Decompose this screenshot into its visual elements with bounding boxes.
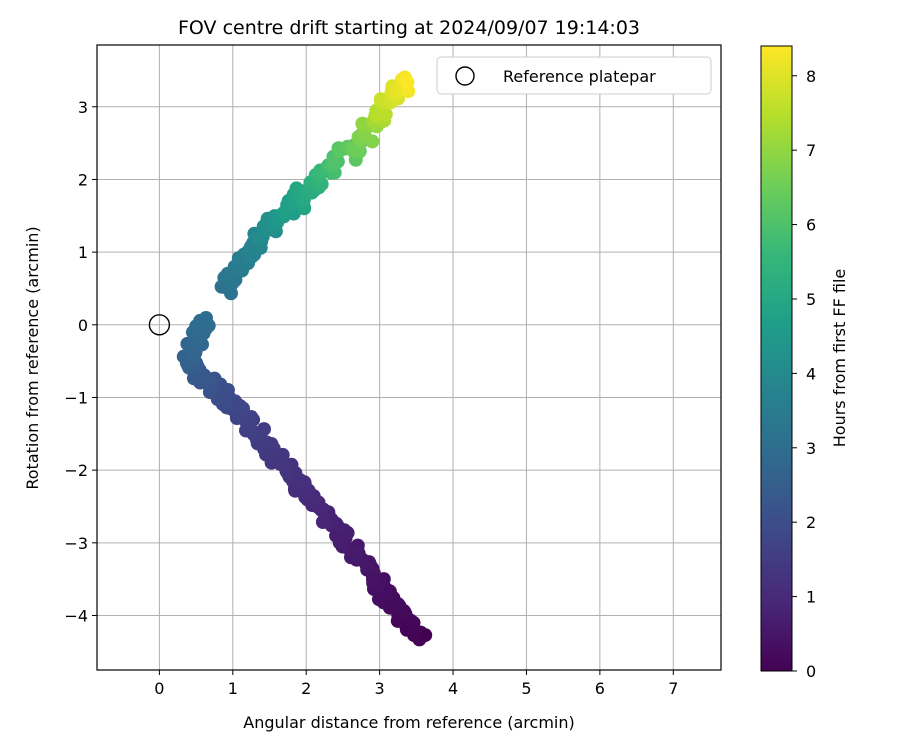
x-axis-label: Angular distance from reference (arcmin): [243, 713, 574, 732]
y-tick-label: 1: [78, 243, 88, 262]
x-tick-label: 0: [154, 679, 164, 698]
legend-label: Reference platepar: [503, 67, 656, 86]
data-point: [277, 205, 292, 220]
colorbar-tick-label: 1: [806, 588, 816, 607]
colorbar-tick-label: 2: [806, 513, 816, 532]
x-tick-label: 6: [595, 679, 605, 698]
chart-title: FOV centre drift starting at 2024/09/07 …: [178, 17, 640, 39]
colorbar-tick-label: 7: [806, 141, 816, 160]
x-tick-label: 2: [301, 679, 311, 698]
y-tick-label: −1: [64, 388, 88, 407]
data-point: [185, 325, 200, 340]
y-tick-label: 0: [78, 316, 88, 335]
colorbar-tick-label: 5: [806, 290, 816, 309]
y-tick-label: 2: [78, 170, 88, 189]
data-point: [360, 557, 375, 572]
grid-lines: [97, 45, 721, 670]
x-tick-label: 3: [375, 679, 385, 698]
reference-marker: [148, 314, 171, 336]
x-tick-label: 4: [448, 679, 458, 698]
data-point: [199, 311, 213, 325]
colorbar-tick-label: 8: [806, 67, 816, 86]
plot-frame: [96, 44, 722, 671]
data-point: [297, 476, 312, 491]
data-point: [340, 525, 355, 540]
colorbar-tick-label: 4: [806, 364, 816, 383]
colorbar-tick-label: 3: [806, 439, 816, 458]
x-tick-label: 7: [668, 679, 678, 698]
data-points: [176, 70, 433, 647]
data-point: [378, 107, 393, 122]
data-point: [349, 547, 364, 562]
x-tick-label: 5: [521, 679, 531, 698]
colorbar-label: Hours from first FF file: [830, 269, 849, 448]
colorbar: 0 1 2 3 4 5 6 7 8: [760, 45, 816, 681]
data-point: [400, 75, 415, 90]
y-tick-label: −2: [64, 461, 88, 480]
y-tick-label: 3: [78, 98, 88, 117]
x-tick-label: 1: [228, 679, 238, 698]
x-axis: 0 1 2 3 4 5 6 7: [154, 670, 678, 698]
y-axis-label: Rotation from reference (arcmin): [23, 226, 42, 489]
y-tick-label: −4: [64, 606, 88, 625]
y-axis: −4 −3 −2 −1 0 1 2 3: [64, 98, 97, 625]
legend: Reference platepar: [436, 56, 712, 95]
reference-platepar-marker: [148, 314, 171, 336]
colorbar-ticks: 0 1 2 3 4 5 6 7 8: [792, 67, 816, 681]
data-point: [315, 515, 330, 529]
legend-box: [436, 56, 712, 95]
colorbar-gradient: [760, 45, 793, 672]
colorbar-tick-label: 0: [806, 662, 816, 681]
colorbar-tick-label: 6: [806, 216, 816, 235]
legend-marker: [455, 66, 475, 86]
y-tick-label: −3: [64, 534, 88, 553]
